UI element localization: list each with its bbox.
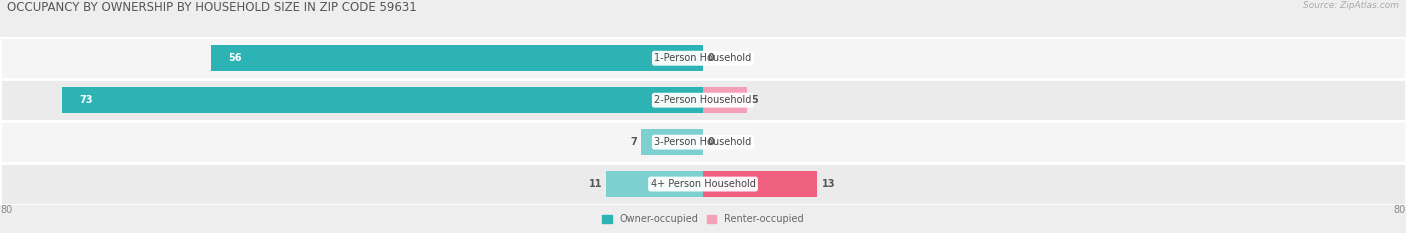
Text: 0: 0 xyxy=(707,53,714,63)
Text: 56: 56 xyxy=(229,53,242,63)
Bar xyxy=(703,171,817,197)
Text: 3-Person Household: 3-Person Household xyxy=(654,137,752,147)
Text: Source: ZipAtlas.com: Source: ZipAtlas.com xyxy=(1303,1,1399,10)
Bar xyxy=(0,79,1406,121)
Text: 80: 80 xyxy=(0,205,13,215)
Text: 13: 13 xyxy=(821,179,835,189)
Bar xyxy=(606,171,703,197)
Text: OCCUPANCY BY OWNERSHIP BY HOUSEHOLD SIZE IN ZIP CODE 59631: OCCUPANCY BY OWNERSHIP BY HOUSEHOLD SIZE… xyxy=(7,1,416,14)
Text: 2-Person Household: 2-Person Household xyxy=(654,95,752,105)
Text: 7: 7 xyxy=(630,137,637,147)
Bar xyxy=(0,37,1406,79)
Text: 73: 73 xyxy=(79,95,93,105)
Bar xyxy=(0,121,1406,163)
Legend: Owner-occupied, Renter-occupied: Owner-occupied, Renter-occupied xyxy=(599,210,807,228)
Text: 1-Person Household: 1-Person Household xyxy=(654,53,752,63)
Bar xyxy=(0,163,1406,205)
Text: 11: 11 xyxy=(589,179,602,189)
Text: 5: 5 xyxy=(751,95,758,105)
Bar xyxy=(62,87,703,113)
Text: 4+ Person Household: 4+ Person Household xyxy=(651,179,755,189)
Bar xyxy=(641,129,703,155)
Text: 80: 80 xyxy=(1393,205,1406,215)
Bar xyxy=(703,87,747,113)
Bar xyxy=(211,45,703,71)
Text: 0: 0 xyxy=(707,137,714,147)
